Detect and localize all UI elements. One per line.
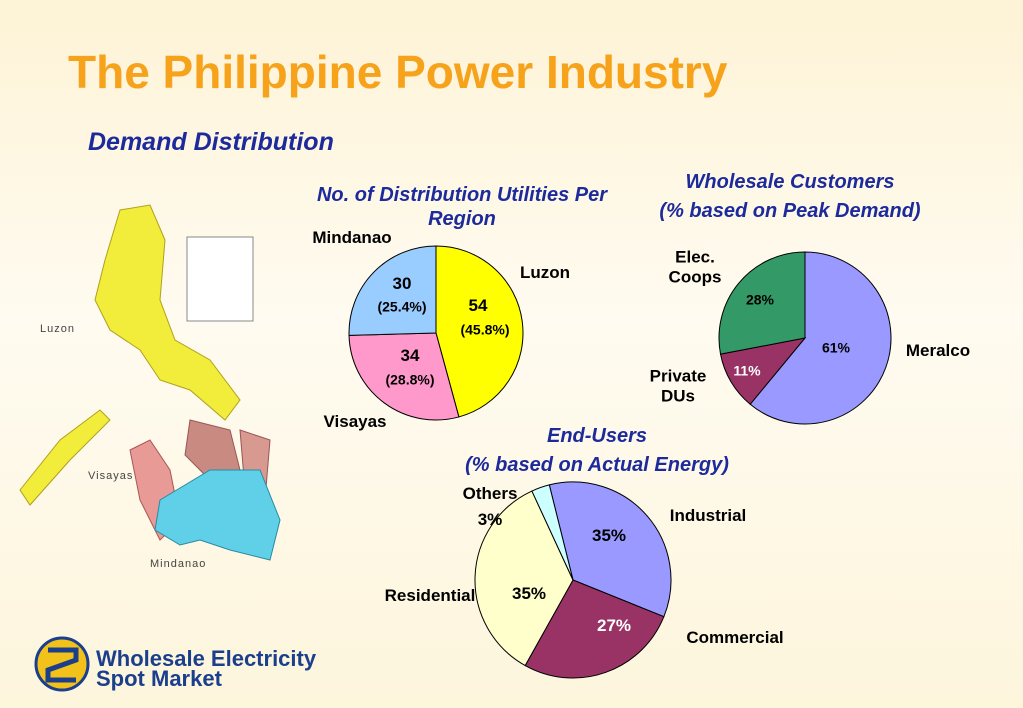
value-label: 27% (596, 615, 632, 635)
value-label: 3% (477, 509, 503, 529)
slice-label: Others (462, 483, 518, 503)
percentage-label: (28.8%) (385, 371, 435, 388)
map-label: Mindanao (150, 558, 207, 570)
percentage-label: (45.8%) (460, 321, 510, 338)
slide-subtitle: Demand Distribution (88, 128, 334, 156)
chart-title: No. of Distribution Utilities Per Region (316, 184, 607, 230)
value-label: 11% (733, 362, 761, 379)
value-label: 35% (591, 525, 627, 545)
logo-mark (34, 636, 90, 692)
pie-slice (348, 245, 437, 336)
slice-label: Visayas (323, 411, 387, 431)
logo-text: Wholesale Electricity (96, 646, 317, 671)
chart-title: End-Users (546, 425, 648, 447)
value-label: 54 (468, 295, 488, 315)
pie-slice (548, 481, 672, 618)
pie-slice (531, 484, 574, 581)
value-label: 30 (392, 273, 412, 293)
chart-title: Wholesale Customers (685, 171, 895, 193)
map-label: Luzon (40, 323, 75, 335)
slide-title: The Philippine Power Industry (68, 46, 728, 98)
value-label: 28% (745, 291, 775, 308)
slice-label: Commercial (686, 627, 784, 647)
slice-label: Private DUs (649, 366, 707, 406)
pie-slice (474, 490, 574, 667)
value-label: 34 (400, 345, 420, 365)
logo-text: Spot Market (96, 666, 222, 691)
pie-slice (718, 251, 806, 355)
slice-label: Luzon (519, 262, 571, 282)
slice-label: Meralco (905, 340, 971, 360)
slice-label: Elec. Coops (668, 247, 722, 287)
chart-subtitle: (% based on Actual Energy) (465, 454, 729, 476)
pie-slice (435, 245, 524, 418)
slice-label: Residential (384, 585, 476, 605)
philippines-map (19, 204, 281, 561)
chart-subtitle: (% based on Peak Demand) (659, 200, 921, 222)
pie-slice (749, 251, 892, 425)
slice-label: Industrial (669, 505, 747, 525)
value-label: 35% (511, 583, 547, 603)
map-label: Visayas (88, 470, 134, 482)
percentage-label: (25.4%) (377, 298, 427, 315)
value-label: 61% (821, 339, 851, 356)
pie-slice (348, 332, 460, 421)
slice-label: Mindanao (312, 227, 392, 247)
